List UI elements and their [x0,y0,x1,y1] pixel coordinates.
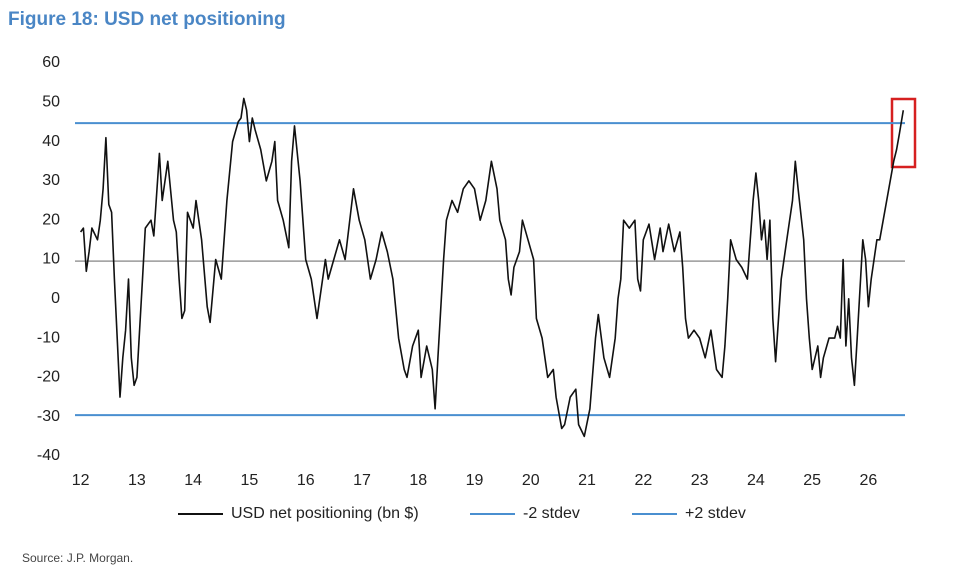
y-tick-label: 30 [42,172,60,189]
y-tick-label: 0 [51,290,60,307]
series-line [79,97,905,438]
x-tick-label: 14 [184,472,202,489]
y-tick-label: 10 [42,251,60,268]
y-tick-label: -20 [37,369,60,386]
x-tick-label: 13 [128,472,146,489]
y-tick-label: -30 [37,408,60,425]
chart-title: Figure 18: USD net positioning [8,9,286,30]
legend-label: USD net positioning (bn $) [231,505,419,522]
x-tick-label: 23 [691,472,709,489]
x-tick-label: 26 [860,472,878,489]
y-tick-label: 40 [42,133,60,150]
x-tick-label: 15 [241,472,259,489]
x-tick-label: 21 [578,472,596,489]
x-tick-label: 20 [522,472,540,489]
highlight-box [890,97,917,169]
x-tick-label: 19 [466,472,484,489]
y-tick-label: 50 [42,94,60,111]
source-note: Source: J.P. Morgan. [22,551,133,565]
x-tick-label: 22 [634,472,652,489]
x-tick-label: 18 [409,472,427,489]
x-tick-label: 16 [297,472,315,489]
y-tick-label: -40 [37,447,60,464]
x-tick-label: 25 [803,472,821,489]
x-tick-label: 12 [72,472,90,489]
y-tick-label: -10 [37,329,60,346]
legend-label: -2 stdev [523,505,580,522]
x-tick-label: 24 [747,472,765,489]
legend-label: +2 stdev [685,505,746,522]
y-tick-label: 60 [42,54,60,71]
y-tick-label: 20 [42,211,60,228]
x-tick-label: 17 [353,472,371,489]
